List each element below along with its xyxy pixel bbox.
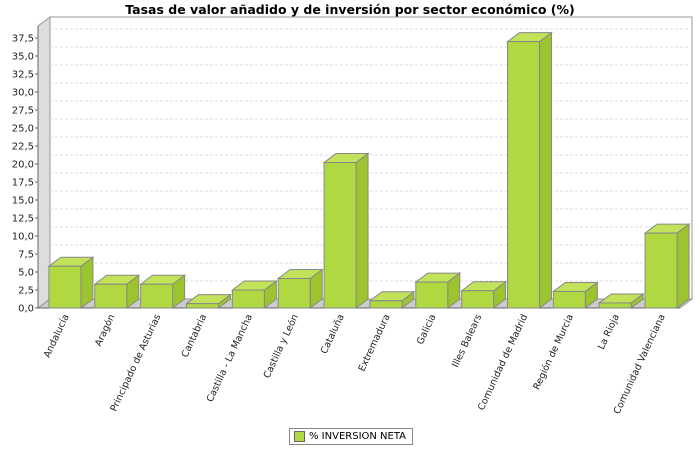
bar	[94, 283, 128, 309]
bar	[140, 283, 174, 309]
bar	[277, 277, 311, 309]
y-tick-label: 30,0	[12, 88, 34, 99]
bar	[644, 232, 678, 309]
x-tick-label: La Rioja	[596, 313, 622, 352]
x-tick-label: Aragón	[93, 313, 117, 349]
y-tick-label: 25,0	[12, 124, 34, 135]
y-tick-label: 17,5	[12, 178, 34, 189]
side-wall	[37, 16, 51, 309]
x-tick-label: Cantabria	[180, 313, 210, 360]
bar	[461, 290, 495, 309]
bar	[323, 162, 357, 309]
bar-side	[355, 152, 369, 309]
x-tick-label: Andalucía	[42, 313, 72, 360]
y-tick-label: 2,5	[18, 286, 34, 297]
bar	[598, 302, 632, 309]
legend-swatch	[294, 431, 305, 442]
bar	[369, 300, 403, 309]
bar	[415, 281, 449, 309]
y-tick-label: 12,5	[12, 214, 34, 225]
y-tick-label: 37,5	[12, 34, 34, 45]
y-tick-label: 10,0	[12, 232, 34, 243]
x-tick-label: Comunidad Valenciana	[612, 313, 668, 416]
bar	[231, 289, 265, 309]
y-tick-label: 35,0	[12, 52, 34, 63]
x-tick-label: Galicia	[415, 313, 439, 347]
x-tick-label: Principado de Asturias	[109, 313, 164, 414]
x-tick-label: Comunidad de Madrid	[476, 313, 530, 413]
x-tick-label: Región de Murcia	[531, 313, 576, 392]
y-tick-label: 27,5	[12, 106, 34, 117]
bar	[186, 303, 219, 309]
x-tick-label: Castilla y León	[262, 313, 301, 380]
x-tick-label: Cataluña	[319, 313, 347, 356]
y-tick-label: 15,0	[12, 196, 34, 207]
y-tick-label: 20,0	[12, 160, 34, 171]
x-tick-label: Castilla - La Mancha	[205, 313, 255, 404]
bar-side	[539, 31, 552, 309]
y-tick-label: 5,0	[18, 268, 34, 279]
y-tick-label: 7,5	[18, 250, 34, 261]
y-tick-label: 22,5	[12, 142, 34, 153]
legend: % INVERSION NETA	[289, 428, 414, 445]
bar	[48, 265, 82, 309]
back-wall	[49, 16, 693, 300]
chart-title: Tasas de valor añadido y de inversión po…	[125, 2, 575, 17]
bar	[507, 41, 540, 309]
y-tick-label: 32,5	[12, 70, 34, 81]
x-tick-label: Illes Balears	[450, 313, 484, 370]
y-tick-label: 0,0	[18, 304, 34, 315]
legend-label: % INVERSION NETA	[309, 431, 407, 442]
bar-side	[676, 223, 690, 309]
x-tick-label: Extremadura	[357, 313, 393, 374]
bar	[552, 290, 586, 309]
